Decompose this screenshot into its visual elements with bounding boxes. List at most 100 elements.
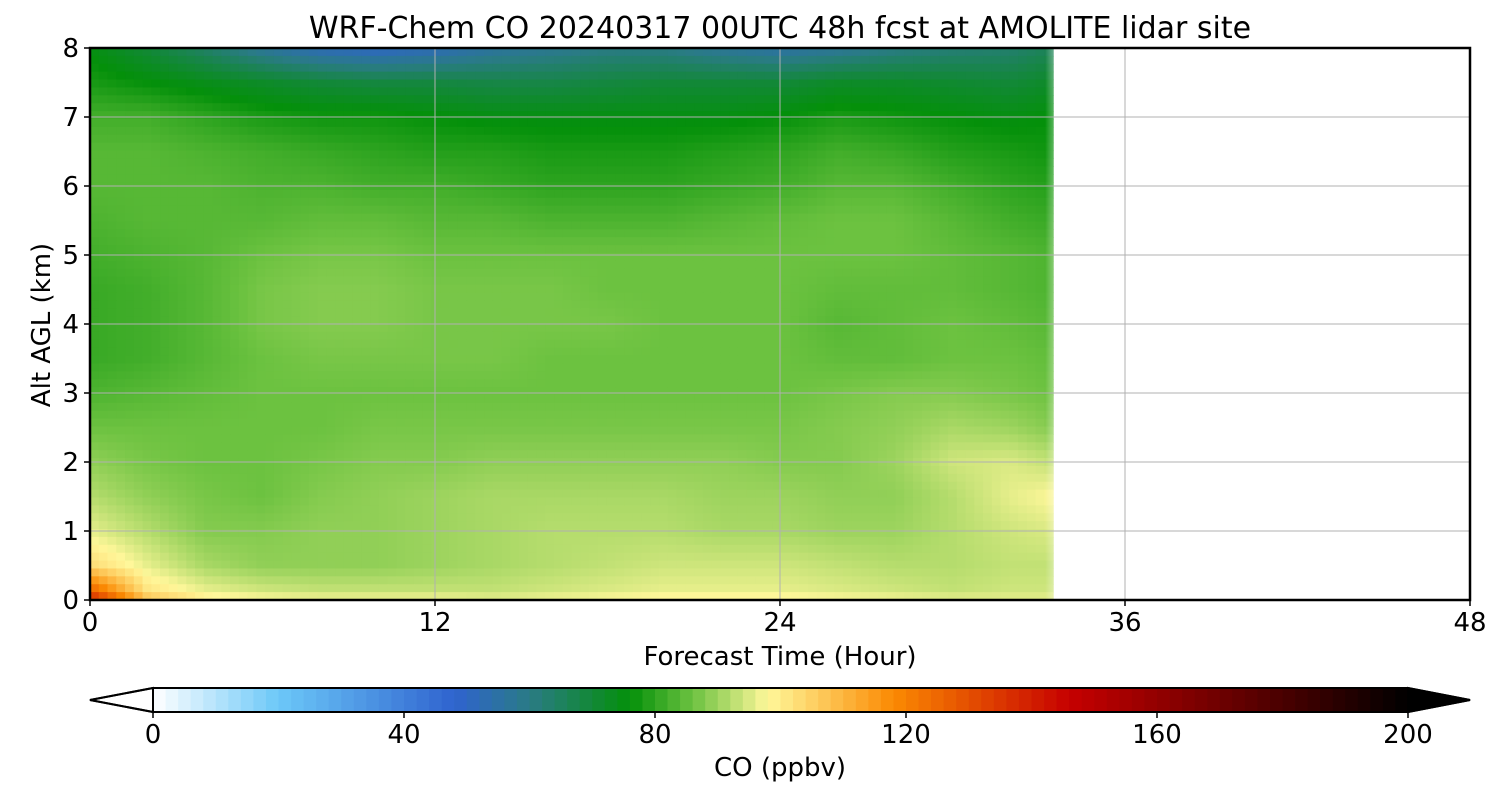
heatmap-cell xyxy=(510,339,520,349)
heatmap-cell xyxy=(501,205,511,215)
heatmap-cell xyxy=(492,79,503,89)
heatmap-cell xyxy=(790,284,800,294)
heatmap-cell xyxy=(90,111,100,120)
heatmap-cell xyxy=(265,387,275,396)
heatmap-cell xyxy=(571,79,581,89)
heatmap-cell xyxy=(221,284,231,294)
heatmap-cell xyxy=(291,363,301,372)
heatmap-cell xyxy=(519,229,529,238)
heatmap-cell xyxy=(317,371,328,380)
heatmap-cell xyxy=(807,95,818,104)
heatmap-cell xyxy=(484,158,494,167)
heatmap-cell xyxy=(965,394,975,404)
heatmap-cell xyxy=(939,245,949,254)
heatmap-cell xyxy=(886,284,897,294)
heatmap-cell xyxy=(168,268,179,278)
heatmap-cell xyxy=(676,394,686,404)
heatmap-cell xyxy=(702,118,713,128)
heatmap-cell xyxy=(396,55,406,65)
heatmap-cell xyxy=(545,324,555,333)
heatmap-cell xyxy=(536,331,546,341)
heatmap-cell xyxy=(667,268,678,278)
heatmap-cell xyxy=(282,213,292,223)
heatmap-cell xyxy=(142,134,152,144)
heatmap-cell xyxy=(895,363,905,372)
heatmap-cell xyxy=(641,213,651,223)
heatmap-cell xyxy=(720,355,730,365)
heatmap-cell xyxy=(107,355,117,365)
heatmap-cell xyxy=(921,197,932,207)
heatmap-cell xyxy=(772,339,783,349)
heatmap-cell xyxy=(562,111,573,120)
heatmap-cell xyxy=(799,355,809,365)
heatmap-cell xyxy=(711,316,722,325)
heatmap-cell xyxy=(799,142,809,152)
heatmap-cell xyxy=(536,71,546,81)
heatmap-cell xyxy=(694,387,704,396)
heatmap-cell xyxy=(816,205,827,215)
heatmap-cell xyxy=(431,213,441,223)
heatmap-cell xyxy=(230,95,240,104)
heatmap-cell xyxy=(878,253,888,262)
heatmap-cell xyxy=(326,394,336,404)
heatmap-cell xyxy=(807,379,818,388)
heatmap-cell xyxy=(247,331,257,341)
heatmap-cell xyxy=(186,142,196,152)
heatmap-cell xyxy=(361,134,371,144)
heatmap-cell xyxy=(624,347,634,357)
heatmap-cell xyxy=(1035,213,1045,223)
heatmap-cell xyxy=(230,387,240,396)
heatmap-cell xyxy=(860,229,870,238)
heatmap-cell xyxy=(475,324,485,333)
heatmap-cell xyxy=(1018,158,1028,167)
heatmap-cell xyxy=(273,134,284,144)
heatmap-cell xyxy=(326,331,336,341)
heatmap-cell xyxy=(624,300,634,309)
heatmap-cell xyxy=(597,71,608,81)
heatmap-cell xyxy=(510,111,520,120)
heatmap-cell xyxy=(913,111,923,120)
heatmap-cell xyxy=(177,221,187,230)
heatmap-cell xyxy=(816,387,827,396)
heatmap-cell xyxy=(413,174,424,183)
heatmap-cell xyxy=(484,103,494,112)
heatmap-cell xyxy=(983,142,993,152)
heatmap-cell xyxy=(580,118,590,128)
heatmap-cell xyxy=(413,268,424,278)
heatmap-cell xyxy=(562,95,573,104)
heatmap-cell xyxy=(667,308,678,317)
heatmap-cell xyxy=(186,71,196,81)
heatmap-cell xyxy=(545,150,555,159)
heatmap-cell xyxy=(930,371,940,380)
heatmap-cell xyxy=(659,355,669,365)
heatmap-cell xyxy=(554,347,564,357)
heatmap-cell xyxy=(273,189,284,199)
heatmap-cell xyxy=(186,276,196,286)
heatmap-cell xyxy=(370,142,380,152)
heatmap-cell xyxy=(378,402,389,412)
heatmap-cell xyxy=(851,316,862,325)
heatmap-cell xyxy=(238,87,249,96)
heatmap-cell xyxy=(755,253,765,262)
heatmap-cell xyxy=(177,268,187,278)
heatmap-cell xyxy=(361,308,371,317)
heatmap-cell xyxy=(869,379,879,388)
heatmap-cell xyxy=(632,134,643,144)
heatmap-cell xyxy=(98,221,109,230)
heatmap-cell xyxy=(413,213,424,223)
heatmap-cell xyxy=(492,339,503,349)
heatmap-cell xyxy=(352,221,363,230)
heatmap-cell xyxy=(869,253,879,262)
heatmap-cell xyxy=(378,268,389,278)
heatmap-cell xyxy=(387,87,398,96)
heatmap-cell xyxy=(98,260,109,270)
heatmap-cell xyxy=(238,308,249,317)
heatmap-cell xyxy=(536,355,546,365)
heatmap-cell xyxy=(921,126,932,136)
heatmap-cell xyxy=(448,150,459,159)
heatmap-cell xyxy=(186,158,196,167)
heatmap-cell xyxy=(641,142,651,152)
heatmap-cell xyxy=(554,268,564,278)
heatmap-cell xyxy=(466,189,476,199)
heatmap-cell xyxy=(632,71,643,81)
